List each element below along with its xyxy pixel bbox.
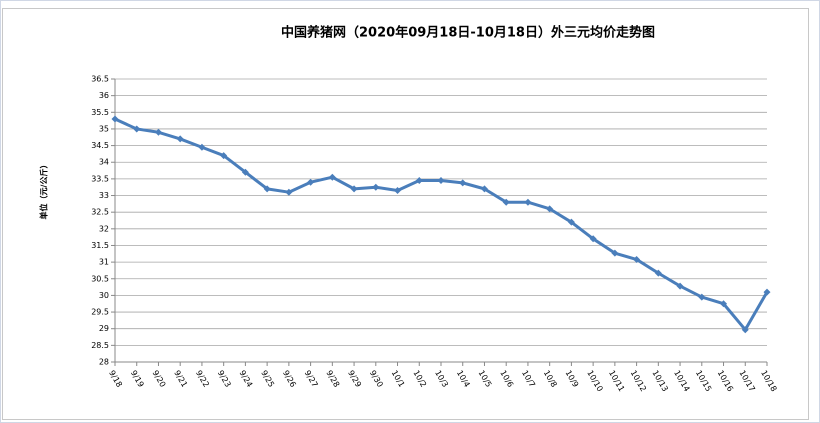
marker	[372, 183, 380, 191]
marker	[502, 198, 510, 206]
marker	[611, 249, 619, 257]
marker	[220, 152, 228, 160]
y-tick-label: 32	[99, 224, 109, 233]
plot-area	[115, 79, 767, 362]
marker	[567, 218, 575, 226]
y-tick-label: 36	[99, 91, 109, 100]
y-axis-label: 单位（元/公斤）	[39, 161, 49, 220]
y-tick-label: 31	[99, 258, 109, 267]
marker	[415, 177, 423, 185]
marker	[741, 326, 749, 334]
marker	[676, 282, 684, 290]
marker	[720, 300, 728, 308]
marker	[459, 179, 467, 187]
marker	[350, 185, 358, 193]
marker	[763, 288, 771, 296]
y-tick-label: 29	[99, 324, 109, 333]
marker	[241, 168, 249, 176]
y-tick-label: 33.5	[91, 174, 109, 183]
marker	[198, 143, 206, 151]
marker	[654, 269, 662, 277]
marker	[437, 177, 445, 185]
chart-title: 中国养猪网（2020年09月18日-10月18日）外三元均价走势图	[281, 25, 655, 41]
y-tick-label: 28	[99, 358, 109, 367]
y-tick-label: 29.5	[91, 308, 109, 317]
marker	[328, 173, 336, 181]
y-tick-label: 35	[99, 124, 109, 133]
marker	[133, 125, 141, 133]
y-tick-label: 28.5	[91, 341, 109, 350]
y-tick-label: 35.5	[91, 108, 109, 117]
marker	[480, 185, 488, 193]
marker	[307, 178, 315, 186]
marker	[111, 115, 119, 123]
y-tick-label: 31.5	[91, 241, 109, 250]
marker	[394, 187, 402, 195]
y-tick-label: 30	[99, 291, 109, 300]
marker	[524, 198, 532, 206]
marker	[589, 235, 597, 243]
y-tick-label: 32.5	[91, 208, 109, 217]
marker	[263, 185, 271, 193]
marker	[546, 205, 554, 213]
marker	[285, 188, 293, 196]
marker	[176, 135, 184, 143]
y-tick-label: 34.5	[91, 141, 109, 150]
marker	[698, 293, 706, 301]
y-tick-label: 33	[99, 191, 109, 200]
marker	[154, 128, 162, 136]
y-tick-label: 34	[99, 158, 109, 167]
y-tick-label: 30.5	[91, 274, 109, 283]
marker	[633, 255, 641, 263]
y-tick-label: 36.5	[91, 75, 109, 84]
